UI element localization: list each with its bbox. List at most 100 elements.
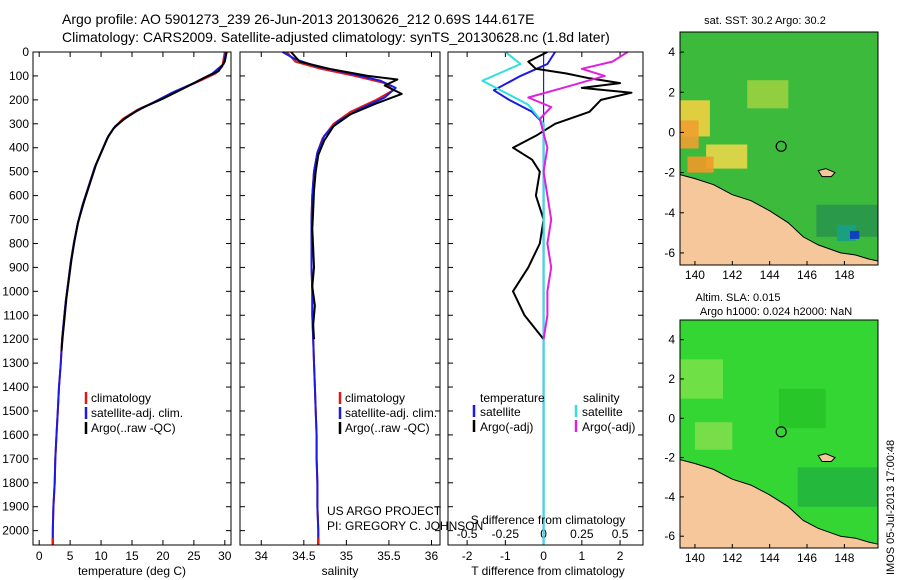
depth-tick-label: 200 <box>9 93 29 107</box>
map-cool-patch <box>849 230 860 239</box>
temperature-panel: 0100200300400500600700800900100011001200… <box>2 45 232 578</box>
difference-series <box>481 51 633 545</box>
salinity-panel: 34 34.5 35 35.5 36 salinity climatology sate… <box>239 51 483 578</box>
temp-legend-climatology: climatology <box>91 391 151 405</box>
depth-tick-label: 600 <box>9 189 29 203</box>
x-tick-label: 20 <box>156 549 170 563</box>
x-tick-label: 34 <box>255 549 269 563</box>
s-diff-tick-label: 0.25 <box>570 527 594 541</box>
temperature-ticks: 0 5 10 15 20 25 30 <box>36 52 232 563</box>
x-tick-label: 15 <box>125 549 139 563</box>
lat-tick-label: 2 <box>668 85 675 99</box>
sst-map-frame <box>679 31 879 266</box>
header-line-2: Climatology: CARS2009. Satellite-adjuste… <box>62 29 610 45</box>
x-tick-label: 10 <box>94 549 108 563</box>
salinity-xlabel: salinity <box>322 564 359 578</box>
x-tick-label: 36 <box>425 549 439 563</box>
sst-map-title: sat. SST: 30.2 Argo: 30.2 <box>704 15 826 27</box>
lat-tick-label: 0 <box>668 411 675 425</box>
sla-map-title: Altim. SLA: 0.015 <box>696 292 781 304</box>
sst-map: sat. SST: 30.2 Argo: 30.2 140 142 144 146 14… <box>664 15 879 282</box>
depth-tick-label: 1800 <box>2 476 29 490</box>
lon-tick-label: 140 <box>685 268 705 282</box>
difference-axes-frame <box>447 51 644 546</box>
depth-tick-label: 1100 <box>3 308 29 322</box>
depth-tick-label: 700 <box>9 213 29 227</box>
map-sla-patch <box>779 388 826 429</box>
x-tick-label: 2 <box>617 549 624 563</box>
lat-tick-label: -6 <box>664 529 675 543</box>
s-difference-label: S difference from climatology <box>471 513 626 527</box>
x-tick-label: 5 <box>67 549 74 563</box>
sal-legend-satellite: satellite-adj. clim. <box>345 406 437 420</box>
depth-tick-label: 300 <box>9 117 29 131</box>
series-line-satellite <box>51 51 227 545</box>
x-tick-label: -1 <box>500 549 511 563</box>
land-manus-island <box>817 168 836 178</box>
salinity-legend: climatology satellite-adj. clim. Argo(..… <box>338 391 437 435</box>
x-tick-label: 0 <box>540 549 547 563</box>
lon-tick-label: 144 <box>760 268 780 282</box>
lat-tick-label: -2 <box>664 451 675 465</box>
sst-map-field <box>679 32 879 266</box>
lon-tick-label: 146 <box>797 551 817 565</box>
depth-tick-label: 500 <box>9 165 29 179</box>
series-line-climatology <box>51 51 226 545</box>
depth-tick-label: 0 <box>22 45 29 59</box>
header-line-1: Argo profile: AO 5901273_239 26-Jun-2013… <box>62 11 535 27</box>
lon-tick-label: 144 <box>760 551 780 565</box>
lat-tick-label: -4 <box>664 490 675 504</box>
temp-legend-satellite: satellite-adj. clim. <box>91 406 183 420</box>
sla-map: Altim. SLA: 0.015 Argo h1000: 0.024 h200… <box>664 292 879 565</box>
diff-legend-temperature-header: temperature <box>480 391 545 405</box>
diff-legend-t-satellite: satellite <box>480 405 521 419</box>
imos-timestamp: IMOS 05-Jul-2013 17:00:48 <box>885 440 897 575</box>
salinity-series <box>282 51 403 545</box>
land-manus-island <box>817 453 836 462</box>
series-line-t_satellite <box>492 51 556 545</box>
depth-tick-label: 1900 <box>2 500 29 514</box>
lon-tick-label: 146 <box>797 268 817 282</box>
depth-tick-label: 900 <box>9 260 29 274</box>
salinity-ticks: 34 34.5 35 35.5 36 <box>255 52 439 563</box>
map-sla-patch <box>797 467 878 507</box>
depth-tick-label: 100 <box>9 69 29 83</box>
x-tick-label: 25 <box>187 549 201 563</box>
lat-tick-label: 4 <box>668 333 675 347</box>
sal-legend-climatology: climatology <box>345 391 405 405</box>
lat-tick-label: -2 <box>664 166 675 180</box>
lat-tick-label: 0 <box>668 125 675 139</box>
s-diff-tick-label: -0.25 <box>492 527 520 541</box>
x-tick-label: 1 <box>578 549 585 563</box>
series-line-t_argo <box>512 51 633 340</box>
x-tick-label: 0 <box>36 549 43 563</box>
argo-float-marker <box>775 140 787 152</box>
lon-tick-label: 142 <box>722 268 742 282</box>
lat-tick-label: -4 <box>664 206 675 220</box>
map-sla-patch <box>694 422 733 450</box>
temperature-series <box>51 51 228 545</box>
credit-line-1: US ARGO PROJECT <box>327 504 442 518</box>
map-sla-patch <box>680 359 723 399</box>
temp-legend-argo: Argo(..raw -QC) <box>91 421 176 435</box>
lat-tick-label: 2 <box>668 372 675 386</box>
diff-legend-s-argo: Argo(-adj) <box>582 420 635 434</box>
lat-tick-label: 4 <box>668 45 675 59</box>
sal-legend-argo: Argo(..raw -QC) <box>345 421 430 435</box>
s-difference-ticks: -0.5-0.2500.250.5 <box>457 527 629 541</box>
x-tick-label: 35 <box>340 549 354 563</box>
depth-tick-label: 2000 <box>2 524 29 538</box>
temperature-xlabel: temperature (deg C) <box>78 564 186 578</box>
sla-map-field <box>679 320 879 549</box>
x-tick-label: 35.5 <box>377 549 401 563</box>
sla-map-lon-ticks: 140 142 144 146 148 <box>685 544 855 565</box>
lon-tick-label: 148 <box>834 551 854 565</box>
series-line-s_satellite <box>481 51 545 545</box>
sla-map-lat-ticks: 4 2 0 -2 -4 -6 <box>664 333 684 543</box>
series-line-satellite <box>282 51 397 545</box>
depth-tick-label: 1000 <box>2 284 29 298</box>
lon-tick-label: 148 <box>834 268 854 282</box>
sst-map-lat-ticks: 4 2 0 -2 -4 -6 <box>664 45 684 260</box>
series-line-argo <box>290 51 403 340</box>
